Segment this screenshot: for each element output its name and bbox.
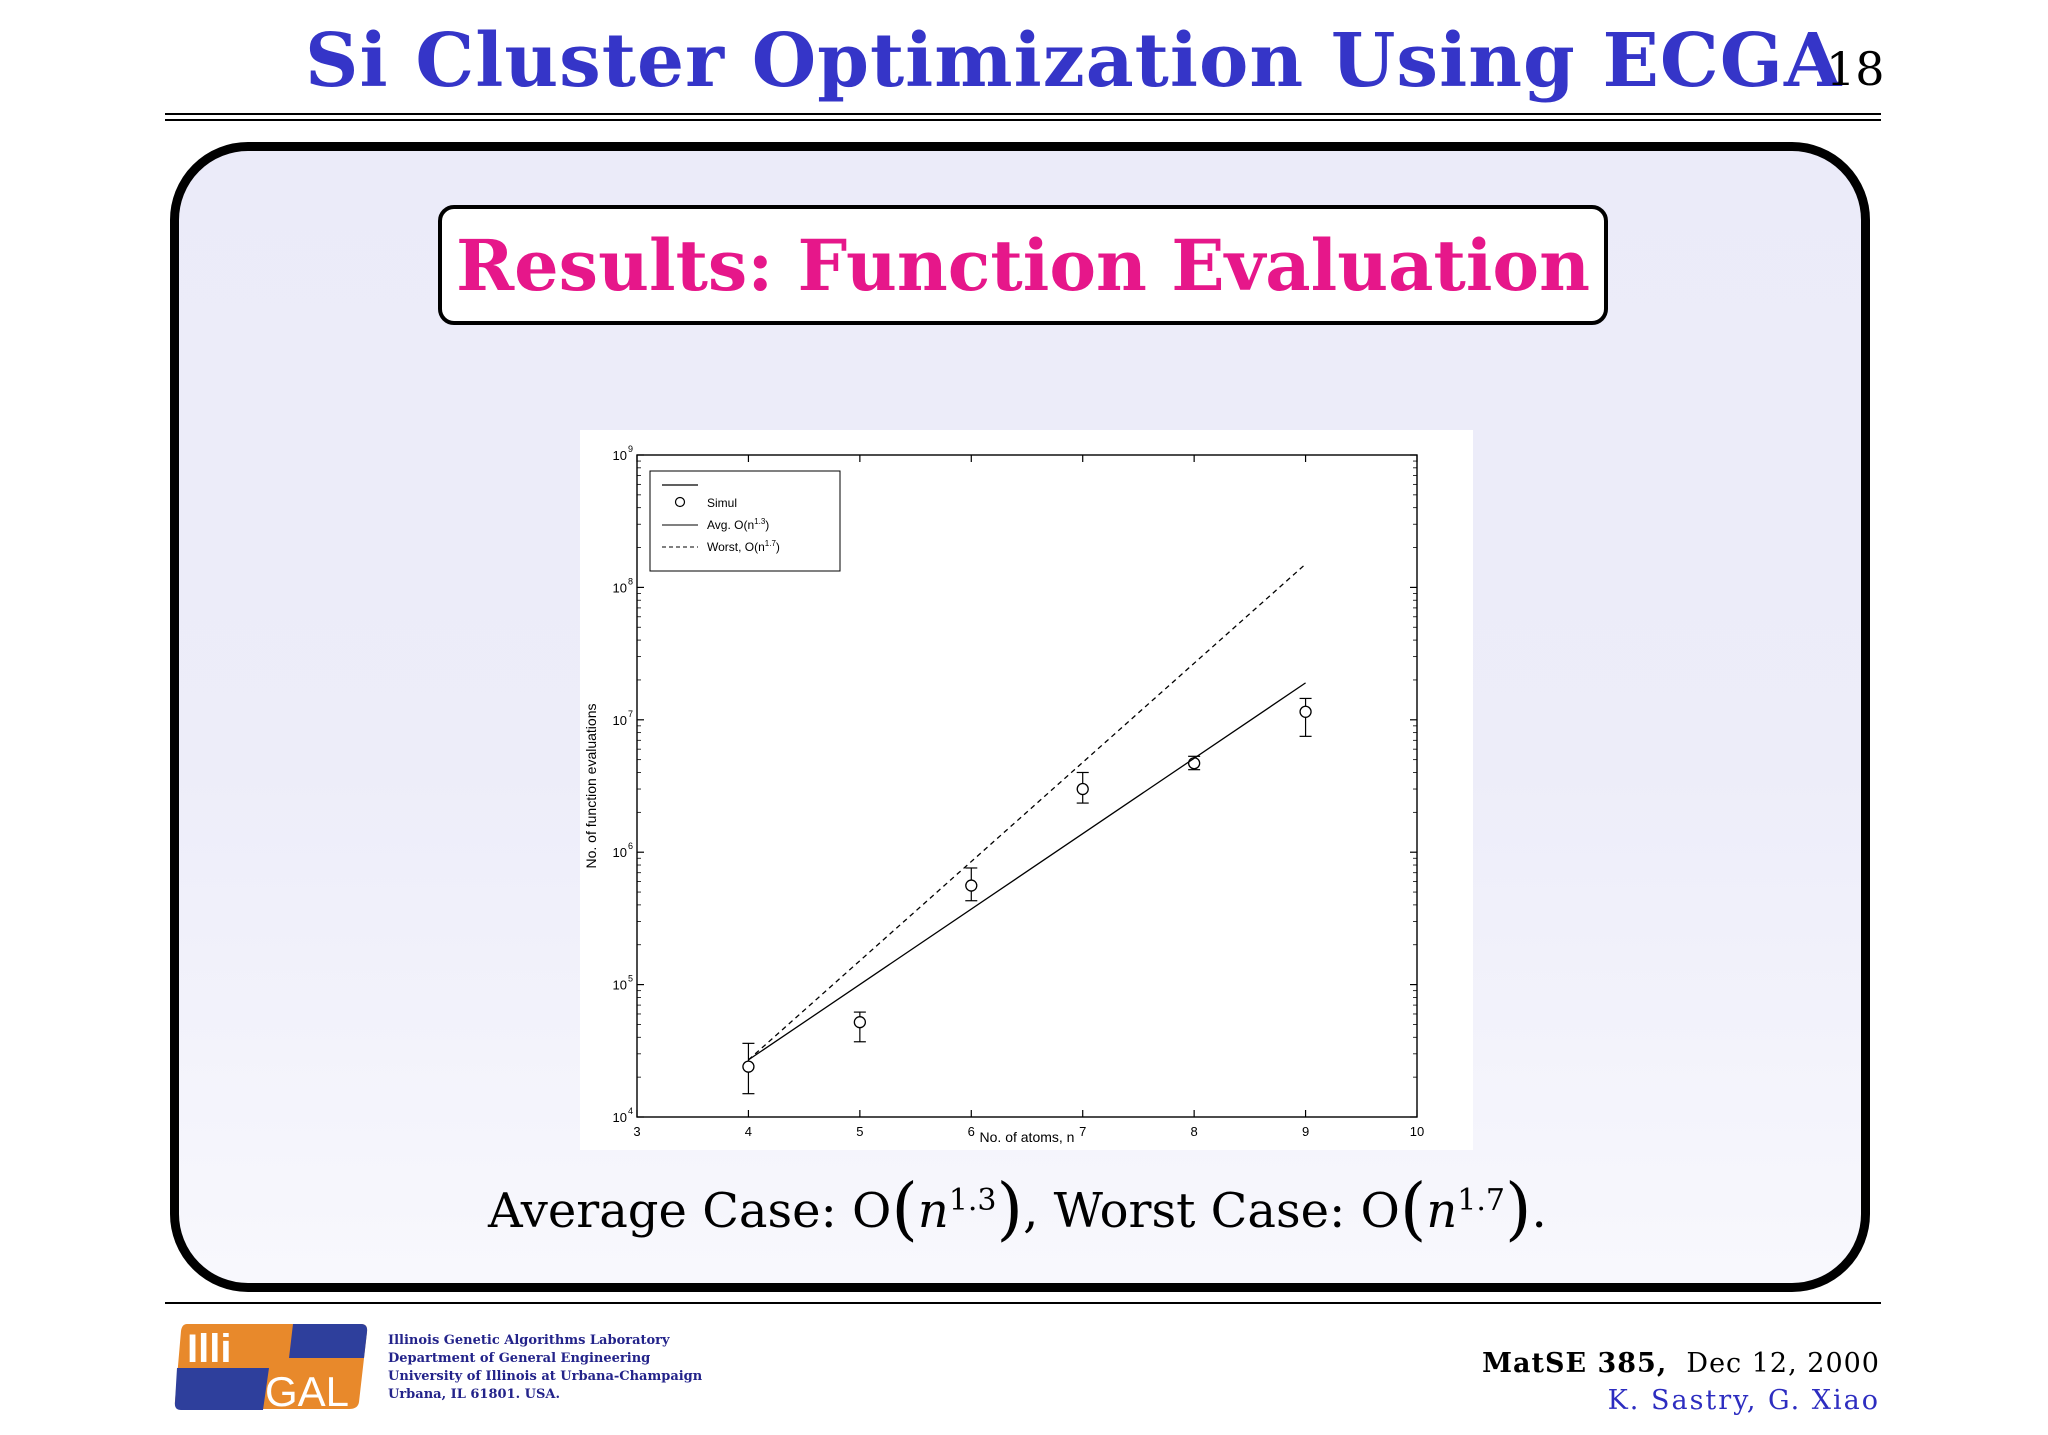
- page-number: 18: [1826, 42, 1885, 96]
- result-caption: Average Case: O(n1.3), Worst Case: O(n1.…: [488, 1165, 1547, 1249]
- caption-suffix: .: [1531, 1183, 1547, 1239]
- x-tick-label: 3: [633, 1124, 640, 1139]
- y-tick-exponent: 7: [628, 709, 633, 719]
- legend-label-exponent: 1.3: [754, 517, 766, 526]
- x-tick-label: 8: [1191, 1124, 1198, 1139]
- x-tick-label: 5: [856, 1124, 863, 1139]
- legend-label: Worst, O(n1.7): [707, 539, 780, 554]
- legend: Simul Avg. O(n1.3) Worst, O(n1.7): [649, 470, 841, 572]
- y-tick-label: 10: [613, 1110, 627, 1125]
- caption-avg-exponent: 1.3: [948, 1183, 997, 1218]
- caption-worst-exponent: 1.7: [1457, 1183, 1506, 1218]
- data-point: [1299, 705, 1312, 718]
- data-point: [965, 879, 978, 892]
- data-point: [853, 1016, 867, 1029]
- y-tick-label: 10: [613, 580, 627, 595]
- lab-line-1: Illinois Genetic Algorithms Laboratory: [388, 1333, 670, 1348]
- y-tick-label: 10: [613, 845, 627, 860]
- x-tick-label: 6: [968, 1124, 975, 1139]
- illigal-logo: Illi GAL: [174, 1324, 368, 1411]
- lab-line-3: University of Illinois at Urbana-Champai…: [388, 1369, 703, 1384]
- series-layer: [742, 563, 1312, 1095]
- x-axis-label: No. of atoms, n: [980, 1129, 1075, 1145]
- caption-paren-open-1: (: [891, 1170, 918, 1249]
- slide-title: Si Cluster Optimization Using ECGA: [305, 18, 1843, 104]
- x-tick-label: 9: [1302, 1124, 1309, 1139]
- logo-blue-corner: [289, 1324, 368, 1358]
- data-point: [1076, 782, 1089, 796]
- y-tick-exponent: 6: [628, 841, 633, 851]
- caption-paren-open-2: (: [1399, 1170, 1427, 1249]
- y-tick-label: 10: [613, 448, 627, 463]
- lab-line-2: Department of General Engineering: [388, 1351, 651, 1366]
- header-rule-bottom: [165, 119, 1881, 121]
- authors: K. Sastry, G. Xiao: [1607, 1385, 1880, 1416]
- lab-line-4: Urbana, IL 61801. USA.: [388, 1387, 560, 1402]
- chart: 3 4 5 6 7 8 9 10 10 4 10 5 10 6 10 7 10 8 10 9 Simul Avg. O(…: [580, 430, 1473, 1150]
- lab-address: Illinois Genetic Algorithms Laboratory D…: [388, 1332, 702, 1404]
- x-tick-label: 10: [1410, 1124, 1424, 1139]
- data-point: [742, 1060, 755, 1073]
- course-name: MatSE 385,: [1482, 1348, 1668, 1379]
- y-tick-exponent: 4: [628, 1106, 633, 1116]
- header-rule-top: [165, 113, 1881, 115]
- section-title: Results: Function Evaluation: [455, 223, 1591, 307]
- data-point: [1187, 757, 1201, 770]
- logo-text-bottom: GAL: [265, 1368, 349, 1411]
- logo-text-top: Illi: [187, 1327, 231, 1371]
- legend-marker-circle: [674, 496, 686, 508]
- footer-rule: [165, 1302, 1881, 1304]
- caption-middle: , Worst Case: O: [1023, 1183, 1400, 1239]
- section-title-box: Results: Function Evaluation: [438, 205, 1608, 325]
- average-case-fit-line: [748, 682, 1306, 1061]
- y-tick-label: 10: [613, 713, 627, 728]
- y-tick-exponent: 8: [628, 576, 633, 586]
- caption-worst-var: n: [1426, 1183, 1458, 1239]
- legend-box: [649, 470, 841, 572]
- x-tick-label: 7: [1079, 1124, 1086, 1139]
- x-tick-label: 4: [745, 1124, 752, 1139]
- legend-label: Simul: [707, 496, 737, 510]
- caption-paren-close-2: ): [1505, 1170, 1532, 1249]
- caption-paren-close-1: ): [996, 1170, 1024, 1249]
- logo-blue-shape: [174, 1368, 269, 1410]
- legend-label-close: ): [765, 518, 769, 532]
- worst-case-fit-line: [747, 563, 1307, 1061]
- legend-label-exponent: 1.7: [765, 539, 777, 548]
- legend-label-close: ): [776, 540, 780, 554]
- course-info: MatSE 385, Dec 12, 2000: [1482, 1348, 1880, 1379]
- plot-frame: [636, 454, 1418, 1118]
- y-tick-exponent: 9: [628, 444, 633, 454]
- caption-prefix: Average Case: O: [488, 1183, 892, 1239]
- legend-label: Avg. O(n1.3): [707, 517, 769, 532]
- y-axis-label: No. of function evaluations: [583, 704, 599, 869]
- caption-avg-var: n: [917, 1183, 949, 1239]
- y-tick-exponent: 5: [628, 974, 633, 984]
- presentation-date: Dec 12, 2000: [1686, 1348, 1880, 1379]
- y-tick-label: 10: [613, 978, 627, 993]
